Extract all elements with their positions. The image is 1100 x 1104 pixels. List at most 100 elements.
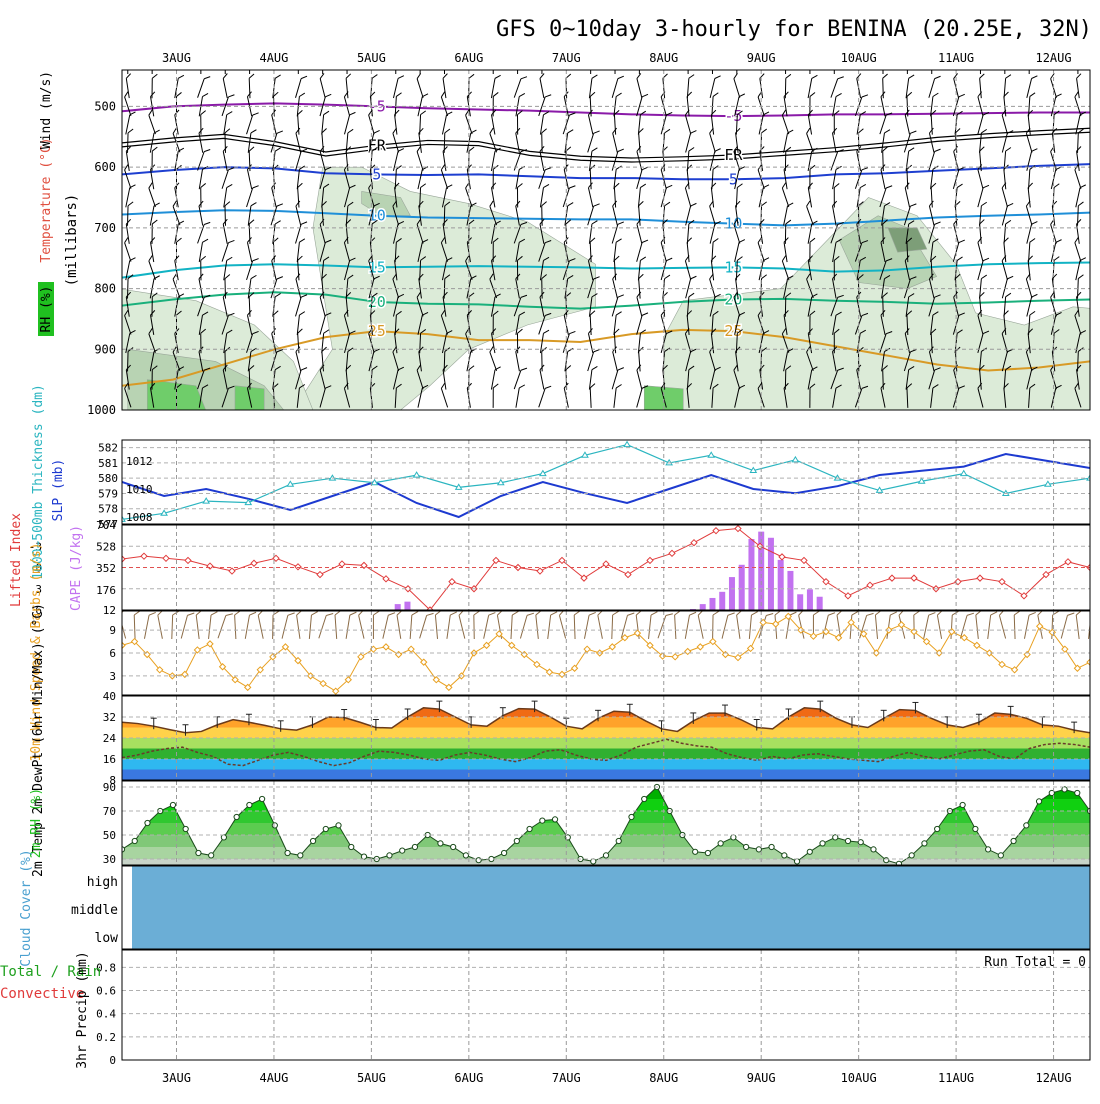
wind-barb (808, 74, 817, 99)
wind10-barb (1024, 611, 1035, 640)
barb-staff (467, 388, 470, 408)
barb-staff (588, 133, 594, 152)
wind-barb (440, 383, 452, 407)
barb-feather (592, 147, 597, 152)
barb-staff (931, 188, 932, 208)
barb-feather (301, 220, 307, 225)
barb-staff (637, 388, 642, 407)
barb-staff (566, 78, 567, 98)
barb-feather (412, 611, 418, 615)
wind-barb (467, 165, 476, 189)
thickness-tick: 582 (98, 442, 118, 455)
barb-staff (639, 279, 640, 299)
barb-feather (810, 238, 815, 242)
barb-staff (249, 224, 250, 244)
rh-band (122, 859, 1090, 865)
barb-feather (838, 75, 844, 80)
barb-staff (222, 243, 228, 262)
barb-feather (201, 111, 206, 115)
wind-barb (759, 219, 767, 243)
wind-barb (225, 129, 231, 153)
wind-barb (1076, 184, 1086, 209)
barb-feather (149, 611, 156, 616)
wind-barb (589, 147, 597, 171)
barb-staff (443, 78, 446, 98)
barb-feather (592, 74, 597, 79)
cape-ylabel: CAPE (J/kg) (69, 525, 84, 611)
barb-staff (1052, 206, 1054, 226)
precip-tick: 0 (109, 1054, 116, 1067)
barb-staff (661, 115, 666, 134)
cape-bar (719, 592, 725, 610)
barb-feather (442, 146, 448, 151)
rh-point (527, 826, 532, 831)
pressure-tick: 700 (94, 221, 116, 235)
wind-barb (832, 128, 841, 153)
wind-barb (931, 165, 939, 189)
barb-staff (539, 388, 545, 407)
date-label-bottom: 11AUG (938, 1071, 974, 1085)
wind-barb (660, 92, 671, 116)
barb-feather (249, 220, 254, 224)
barb-feather (416, 73, 422, 78)
date-label-bottom: 3AUG (162, 1071, 191, 1085)
wind10-point (810, 633, 816, 639)
barb-feather (618, 221, 624, 226)
barb-feather (852, 611, 858, 615)
barb-staff (514, 79, 521, 98)
barb-feather (324, 111, 329, 115)
barb-feather (636, 146, 642, 151)
cloud-ylabel: Cloud Cover (%) (19, 849, 34, 966)
barb-staff (782, 188, 788, 207)
wind-barb (542, 347, 548, 371)
cape-bar (748, 539, 754, 610)
barb-staff (661, 261, 666, 280)
wind-barb (684, 110, 695, 134)
date-label-bottom: 7AUG (552, 1071, 581, 1085)
barb-staff (978, 188, 983, 207)
wind-barb (733, 73, 745, 97)
wind-barb (757, 92, 769, 116)
wind10-barb (296, 610, 306, 639)
barb-staff (125, 170, 131, 189)
barb-feather (957, 256, 962, 261)
cloud-level-label: low (95, 931, 119, 946)
barb-feather (642, 166, 648, 171)
barb-staff (247, 261, 253, 280)
barb-staff (612, 370, 618, 389)
cape-bar (404, 602, 410, 610)
wind-barb (177, 92, 182, 116)
barb-feather (612, 128, 618, 133)
rh-point (451, 844, 456, 849)
wind-barb (1076, 219, 1084, 243)
cape-bar (817, 597, 823, 610)
barb-staff (151, 242, 154, 262)
barb-feather (1029, 611, 1036, 616)
wind-barb (201, 183, 206, 207)
wind-barb (322, 129, 329, 153)
cape-bar (768, 538, 774, 610)
wind-barb (907, 165, 913, 189)
barb-feather (343, 92, 349, 97)
wind-barb (418, 93, 428, 118)
barb-staff (346, 78, 348, 98)
barb-staff (247, 170, 251, 190)
barb-staff (419, 133, 422, 153)
wind-barb (759, 184, 769, 209)
li-point (163, 555, 169, 561)
wind-barb (542, 129, 548, 153)
wind10-point (949, 629, 955, 635)
barb-feather (1032, 147, 1038, 152)
cloud-cover-fill (132, 866, 1090, 949)
rh-point (145, 820, 150, 825)
wind-barb (248, 129, 256, 153)
wind10-barb (951, 611, 958, 639)
barb-staff (247, 242, 251, 262)
barb-feather (277, 202, 283, 207)
barb-staff (319, 615, 326, 638)
date-label-bottom: 9AUG (747, 1071, 776, 1085)
barb-staff (1027, 297, 1032, 316)
wind-barb (906, 74, 914, 98)
barb-staff (566, 297, 567, 317)
cape-tick: 528 (96, 541, 116, 554)
